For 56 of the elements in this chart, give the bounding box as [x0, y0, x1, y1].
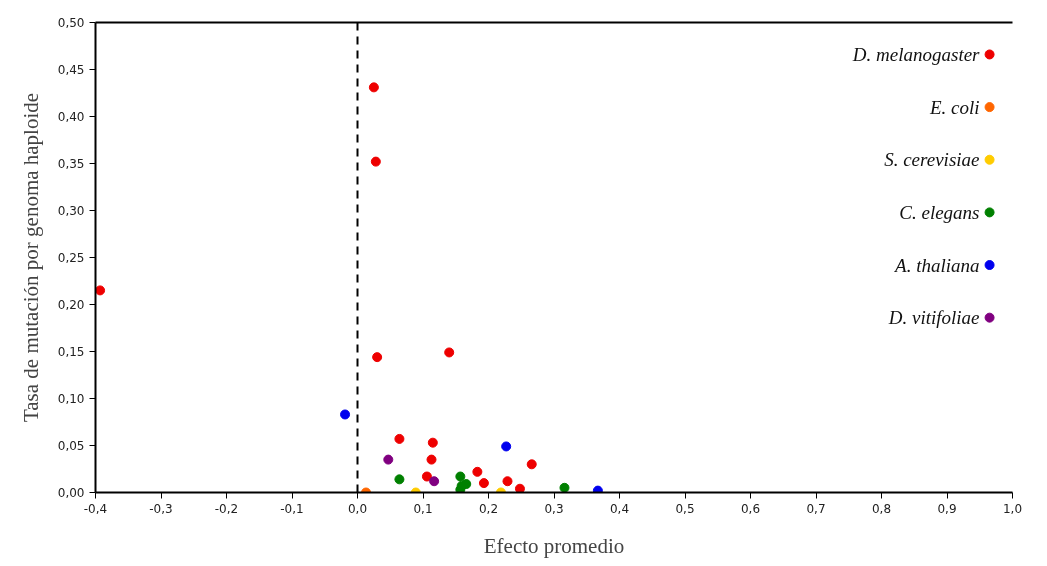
x-tick-label: 0,5 — [675, 501, 695, 516]
point — [472, 466, 483, 477]
point — [502, 476, 513, 487]
point — [340, 409, 351, 420]
point — [444, 347, 455, 358]
y-tick-label: 0,30 — [57, 204, 85, 218]
point — [95, 285, 106, 296]
x-tick-label: 0,6 — [740, 501, 761, 516]
point — [383, 454, 394, 465]
y-tick-label: 0,35 — [57, 157, 85, 171]
point — [455, 471, 466, 482]
legend-label: D. vitifoliae — [887, 307, 980, 329]
point — [526, 459, 537, 470]
y-axis-title: Tasa de mutación por genoma haploide — [18, 92, 43, 423]
point — [501, 441, 512, 452]
x-tick-label: -0,4 — [83, 501, 108, 516]
point — [592, 485, 603, 493]
y-tick-label: 0,05 — [57, 439, 85, 453]
y-tick-label: 0,40 — [57, 110, 85, 124]
y-tick-label: 0,45 — [57, 63, 85, 77]
legend-label: D. melanogaster — [851, 43, 981, 65]
x-tick-label: 0,3 — [544, 501, 564, 516]
x-tick-label: -0,1 — [280, 501, 304, 516]
y-tick-label: 0,10 — [57, 392, 85, 406]
x-tick-label: -0,3 — [149, 501, 173, 516]
y-tick-label: 0,20 — [57, 298, 85, 312]
x-axis-title: Efecto promedio — [483, 533, 625, 558]
point — [394, 474, 405, 485]
point — [370, 156, 381, 167]
x-tick-label: 0,4 — [609, 501, 630, 516]
legend-label: C. elegans — [899, 201, 980, 223]
point — [394, 433, 405, 444]
x-tick-label: 0,1 — [413, 501, 433, 516]
point — [427, 437, 438, 448]
y-tick-label: 0,00 — [57, 486, 85, 500]
x-tick-label: 0,8 — [871, 501, 892, 516]
point — [514, 483, 525, 493]
point — [559, 482, 570, 493]
point — [478, 478, 489, 489]
x-tick-label: 0,9 — [937, 501, 957, 516]
x-tick-label: 0,0 — [347, 501, 368, 516]
legend-label: E. coli — [928, 96, 980, 118]
point — [372, 352, 383, 363]
x-tick-label: -0,2 — [214, 501, 239, 516]
point — [429, 476, 440, 487]
y-tick-label: 0,15 — [57, 345, 85, 359]
legend-label: S. cerevisiae — [884, 149, 980, 171]
y-tick-label: 0,25 — [57, 251, 85, 265]
point — [421, 471, 432, 482]
y-tick-label: 0,50 — [57, 16, 85, 30]
point — [368, 82, 379, 93]
x-tick-label: 0,7 — [806, 501, 826, 516]
x-tick-label: 0,2 — [478, 501, 499, 516]
x-tick-label: 1,0 — [1002, 501, 1023, 516]
legend-label: A. thaliana — [893, 254, 980, 276]
point — [426, 454, 437, 465]
